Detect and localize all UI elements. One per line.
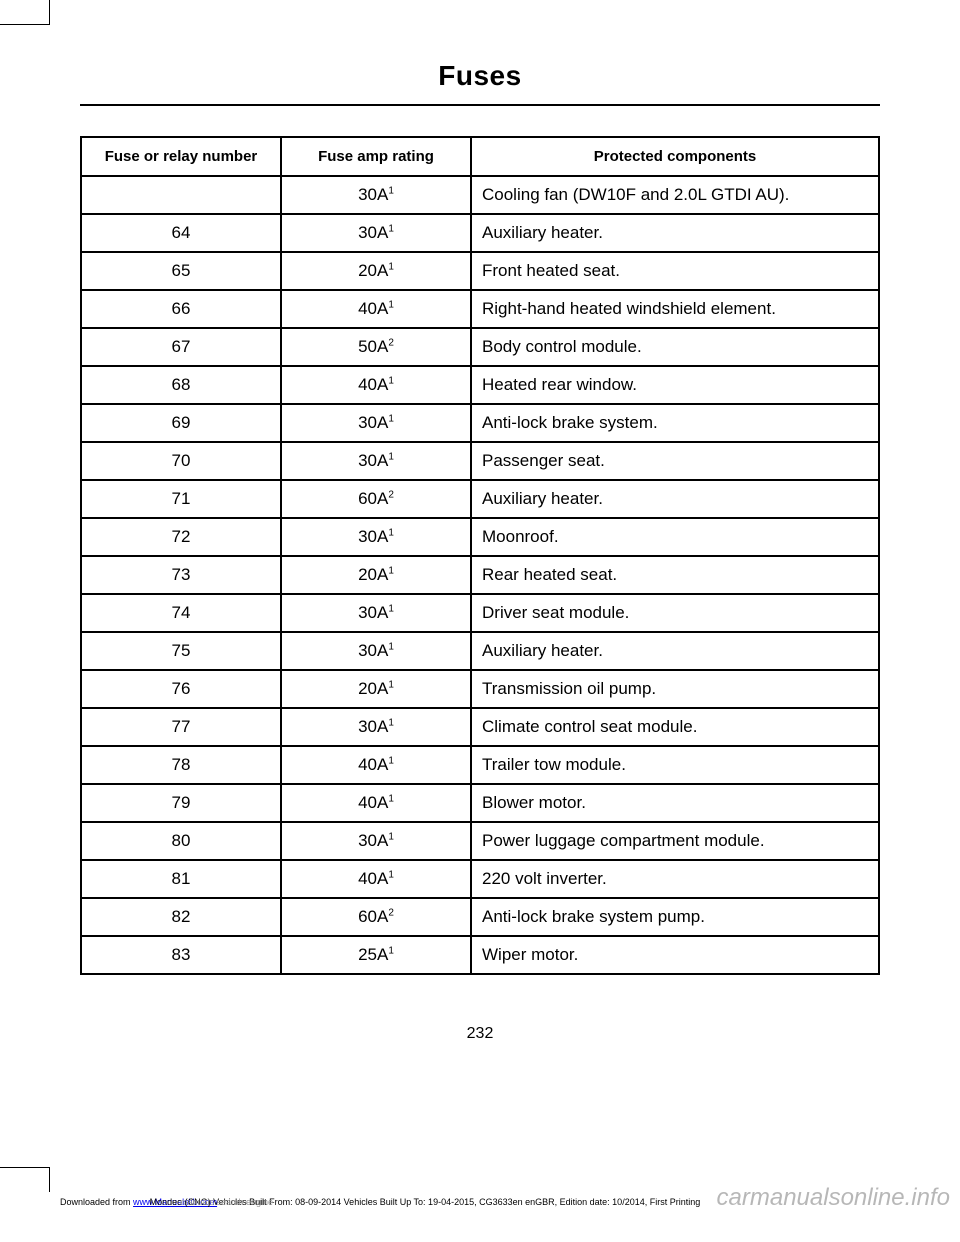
fuse-amp-cell: 40A1 [281, 784, 471, 822]
col-header-components: Protected components [471, 137, 879, 176]
fuse-component-cell: Auxiliary heater. [471, 480, 879, 518]
fuse-amp-cell: 20A1 [281, 252, 471, 290]
fuse-component-cell: Cooling fan (DW10F and 2.0L GTDI AU). [471, 176, 879, 214]
table-row: 7430A1Driver seat module. [81, 594, 879, 632]
fuse-amp-cell: 20A1 [281, 556, 471, 594]
fuse-amp-cell: 30A1 [281, 632, 471, 670]
table-row: 7160A2Auxiliary heater. [81, 480, 879, 518]
fuse-amp-cell: 50A2 [281, 328, 471, 366]
table-row: 6520A1Front heated seat. [81, 252, 879, 290]
fuse-number-cell: 68 [81, 366, 281, 404]
fuse-component-cell: Wiper motor. [471, 936, 879, 974]
fuse-component-cell: Body control module. [471, 328, 879, 366]
page-number: 232 [80, 1025, 880, 1043]
table-row: 7320A1Rear heated seat. [81, 556, 879, 594]
page-title: Fuses [80, 60, 880, 106]
fuse-number-cell: 72 [81, 518, 281, 556]
fuse-number-cell: 76 [81, 670, 281, 708]
fuse-number-cell: 77 [81, 708, 281, 746]
fuse-number-cell: 67 [81, 328, 281, 366]
fuse-number-cell: 83 [81, 936, 281, 974]
fuse-amp-cell: 30A1 [281, 442, 471, 480]
fuse-amp-cell: 60A2 [281, 480, 471, 518]
footer-download-text: Downloaded from www.Manualslib.com Monde… [60, 1197, 700, 1207]
table-row: 8325A1Wiper motor. [81, 936, 879, 974]
fuse-component-cell: Auxiliary heater. [471, 632, 879, 670]
fuse-number-cell: 78 [81, 746, 281, 784]
fuse-component-cell: Right-hand heated windshield element. [471, 290, 879, 328]
fuse-number-cell: 70 [81, 442, 281, 480]
table-row: 7230A1Moonroof. [81, 518, 879, 556]
fuse-amp-cell: 30A1 [281, 518, 471, 556]
fuse-amp-cell: 25A1 [281, 936, 471, 974]
fuse-component-cell: 220 volt inverter. [471, 860, 879, 898]
col-header-number: Fuse or relay number [81, 137, 281, 176]
fuse-number-cell: 65 [81, 252, 281, 290]
table-row: 6640A1Right-hand heated windshield eleme… [81, 290, 879, 328]
fuse-number-cell: 80 [81, 822, 281, 860]
table-row: 7620A1Transmission oil pump. [81, 670, 879, 708]
fuse-amp-cell: 30A1 [281, 708, 471, 746]
fuse-number-cell: 79 [81, 784, 281, 822]
fuse-number-cell: 73 [81, 556, 281, 594]
crop-mark-top-left [0, 0, 50, 25]
fuse-number-cell: 66 [81, 290, 281, 328]
fuse-number-cell: 82 [81, 898, 281, 936]
fuse-amp-cell: 20A1 [281, 670, 471, 708]
fuse-amp-cell: 40A1 [281, 290, 471, 328]
fuse-amp-cell: 30A1 [281, 404, 471, 442]
fuse-component-cell: Passenger seat. [471, 442, 879, 480]
table-row: 8030A1Power luggage compartment module. [81, 822, 879, 860]
fuse-number-cell: 71 [81, 480, 281, 518]
fuse-amp-cell: 30A1 [281, 176, 471, 214]
watermark: carmanualsonline.info [717, 1184, 950, 1212]
fuse-amp-cell: 30A1 [281, 214, 471, 252]
fuse-component-cell: Rear heated seat. [471, 556, 879, 594]
fuse-component-cell: Power luggage compartment module. [471, 822, 879, 860]
fuse-amp-cell: 40A1 [281, 746, 471, 784]
fuse-component-cell: Front heated seat. [471, 252, 879, 290]
col-header-amp: Fuse amp rating [281, 137, 471, 176]
footer-ghost-text: manuals search engine [180, 1197, 273, 1207]
fuse-number-cell: 75 [81, 632, 281, 670]
table-header-row: Fuse or relay number Fuse amp rating Pro… [81, 137, 879, 176]
fuse-component-cell: Transmission oil pump. [471, 670, 879, 708]
table-row: 6750A2Body control module. [81, 328, 879, 366]
fuse-component-cell: Heated rear window. [471, 366, 879, 404]
fuse-component-cell: Driver seat module. [471, 594, 879, 632]
fuse-number-cell: 74 [81, 594, 281, 632]
table-row: 8260A2Anti-lock brake system pump. [81, 898, 879, 936]
crop-mark-bottom-left [0, 1167, 50, 1192]
table-row: 6430A1Auxiliary heater. [81, 214, 879, 252]
table-row: 30A1Cooling fan (DW10F and 2.0L GTDI AU)… [81, 176, 879, 214]
table-row: 7030A1Passenger seat. [81, 442, 879, 480]
fuse-amp-cell: 30A1 [281, 594, 471, 632]
fuse-component-cell: Anti-lock brake system. [471, 404, 879, 442]
fuse-number-cell: 69 [81, 404, 281, 442]
page-content: Fuses Fuse or relay number Fuse amp rati… [0, 0, 960, 1043]
fuse-component-cell: Anti-lock brake system pump. [471, 898, 879, 936]
table-row: 7530A1Auxiliary heater. [81, 632, 879, 670]
fuse-amp-cell: 40A1 [281, 366, 471, 404]
table-row: 7940A1Blower motor. [81, 784, 879, 822]
table-row: 6930A1Anti-lock brake system. [81, 404, 879, 442]
fuse-amp-cell: 30A1 [281, 822, 471, 860]
fuse-number-cell [81, 176, 281, 214]
fuse-number-cell: 81 [81, 860, 281, 898]
fuse-amp-cell: 40A1 [281, 860, 471, 898]
fuses-table: Fuse or relay number Fuse amp rating Pro… [80, 136, 880, 975]
fuse-amp-cell: 60A2 [281, 898, 471, 936]
fuse-component-cell: Climate control seat module. [471, 708, 879, 746]
table-row: 8140A1220 volt inverter. [81, 860, 879, 898]
footer-prefix: Downloaded from [60, 1197, 133, 1207]
fuse-component-cell: Trailer tow module. [471, 746, 879, 784]
fuse-component-cell: Moonroof. [471, 518, 879, 556]
fuse-component-cell: Blower motor. [471, 784, 879, 822]
fuse-number-cell: 64 [81, 214, 281, 252]
fuse-component-cell: Auxiliary heater. [471, 214, 879, 252]
table-row: 7840A1Trailer tow module. [81, 746, 879, 784]
table-row: 6840A1Heated rear window. [81, 366, 879, 404]
table-row: 7730A1Climate control seat module. [81, 708, 879, 746]
